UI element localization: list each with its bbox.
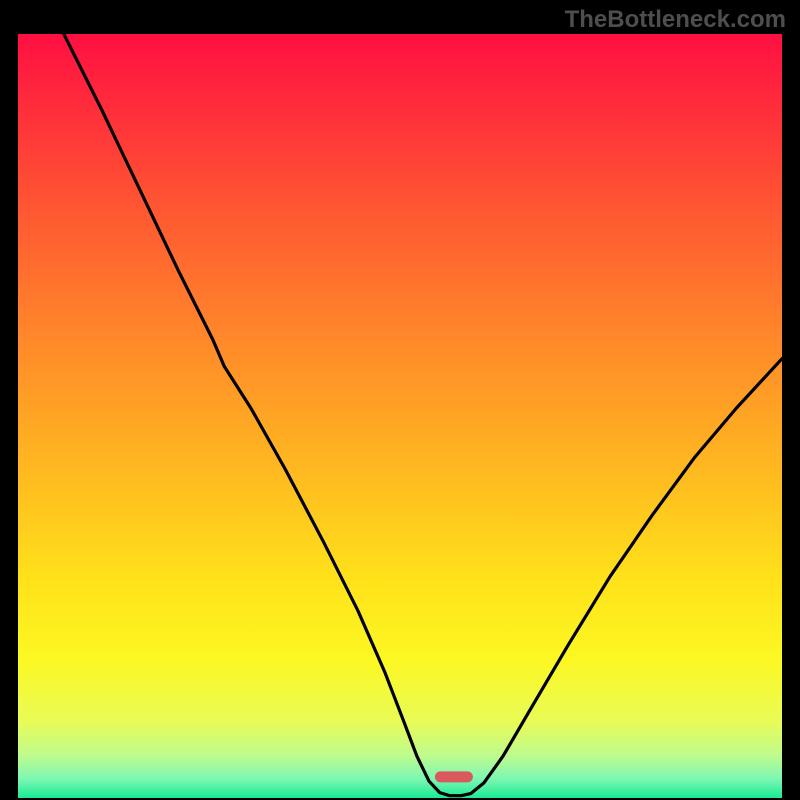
watermark-text: TheBottleneck.com xyxy=(565,6,786,34)
bottleneck-curve xyxy=(18,34,782,798)
optimal-point-marker xyxy=(435,772,473,783)
plot-area xyxy=(18,34,782,782)
chart-stage: TheBottleneck.com xyxy=(0,0,800,800)
